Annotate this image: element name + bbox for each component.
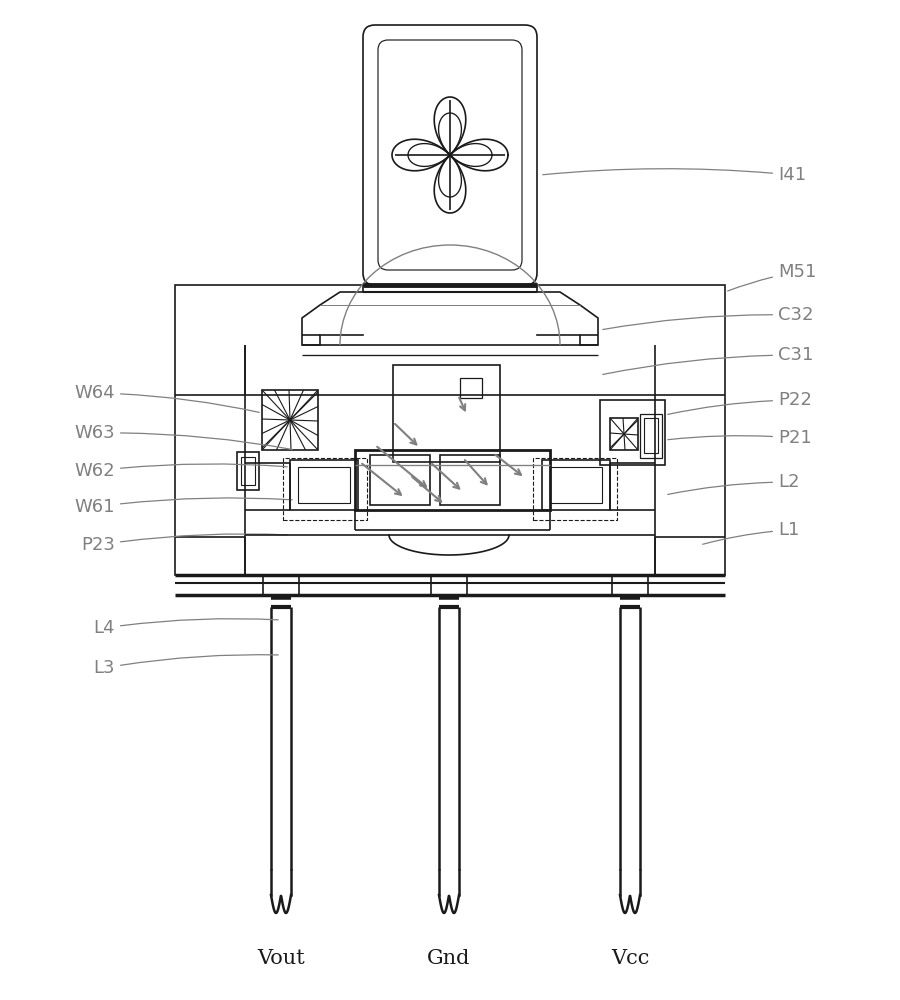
- Bar: [640, 414, 662, 458]
- Text: Gnd: Gnd: [428, 948, 471, 968]
- Bar: [370, 455, 430, 505]
- Bar: [298, 467, 350, 503]
- Text: Vcc: Vcc: [611, 948, 649, 968]
- Text: L1: L1: [703, 521, 799, 544]
- Bar: [262, 390, 318, 450]
- Text: C31: C31: [603, 346, 814, 374]
- Bar: [542, 460, 610, 510]
- Bar: [283, 458, 367, 520]
- Text: P21: P21: [668, 429, 812, 447]
- Text: L2: L2: [668, 473, 799, 494]
- Text: W61: W61: [75, 498, 292, 516]
- Bar: [550, 467, 602, 503]
- Bar: [393, 365, 500, 462]
- Bar: [355, 450, 550, 510]
- Text: W63: W63: [75, 424, 292, 449]
- Text: W64: W64: [75, 384, 259, 412]
- Text: W62: W62: [75, 462, 287, 480]
- Bar: [290, 460, 358, 510]
- Text: L4: L4: [94, 619, 278, 637]
- Text: I41: I41: [543, 166, 806, 184]
- Bar: [600, 400, 665, 465]
- Bar: [460, 378, 482, 398]
- Text: Vout: Vout: [257, 948, 305, 968]
- Text: M51: M51: [727, 263, 816, 291]
- Bar: [610, 418, 638, 450]
- Bar: [241, 457, 255, 485]
- Text: P22: P22: [668, 391, 812, 414]
- Bar: [175, 285, 725, 575]
- Text: L3: L3: [94, 655, 278, 677]
- Text: P23: P23: [81, 534, 287, 554]
- Bar: [644, 418, 658, 453]
- Bar: [237, 452, 259, 490]
- Bar: [440, 455, 500, 505]
- Text: C32: C32: [603, 306, 814, 330]
- Bar: [533, 458, 617, 520]
